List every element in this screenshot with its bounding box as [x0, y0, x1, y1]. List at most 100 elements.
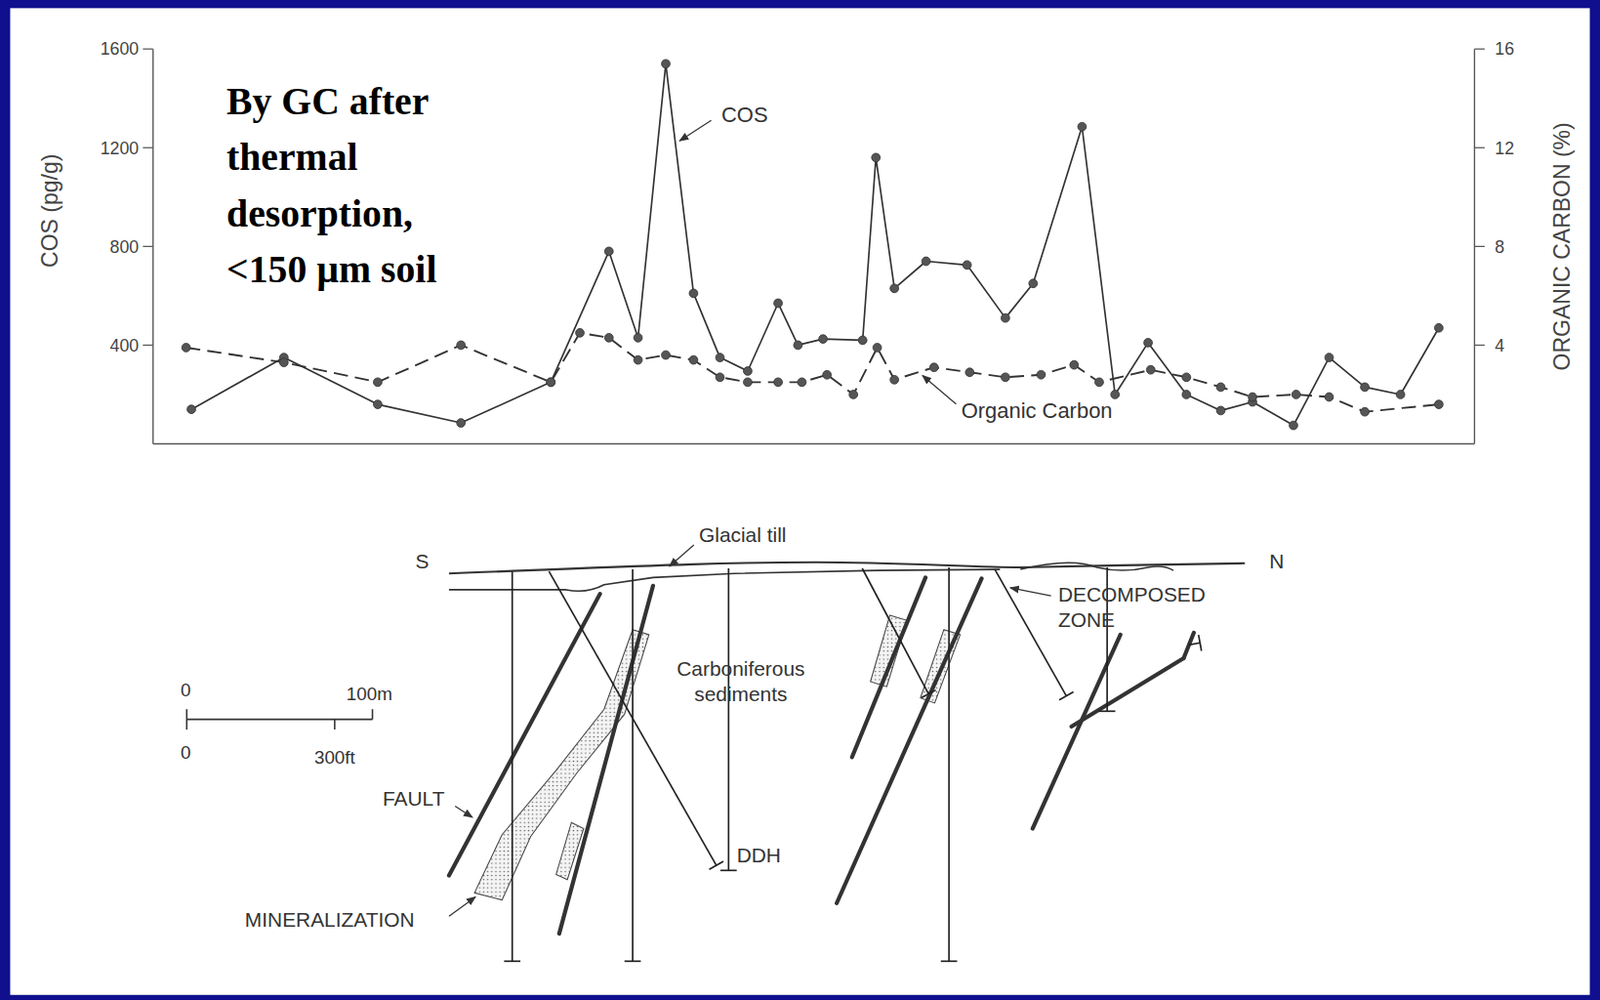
drill-hole-end	[941, 959, 958, 962]
series-point	[456, 340, 466, 350]
section-label-line: ZONE	[1058, 608, 1115, 631]
series-point	[373, 377, 383, 387]
y2-tick-label: 4	[1494, 335, 1505, 356]
series-point	[1434, 323, 1443, 332]
drill-hole-end	[1198, 634, 1202, 651]
section-label: MINERALIZATION	[245, 907, 415, 931]
series-point	[1182, 390, 1191, 400]
y-tick-label: 400	[110, 335, 140, 356]
fault	[449, 593, 601, 875]
label-arrow	[1010, 587, 1052, 596]
series-point	[849, 390, 859, 400]
scale-bar-tick	[371, 708, 374, 719]
series-point	[187, 405, 197, 414]
label-arrow	[669, 544, 695, 567]
series-point	[1069, 360, 1079, 370]
scale-label: 100m	[346, 683, 393, 704]
series-point	[1144, 338, 1153, 348]
series-point	[1395, 390, 1405, 400]
series-point	[1324, 353, 1334, 363]
series-point	[743, 367, 753, 376]
series-point	[1146, 365, 1155, 374]
drill-hole-end	[1099, 709, 1116, 712]
scale-bar	[186, 718, 372, 721]
series-point	[797, 377, 807, 387]
fault	[836, 577, 982, 903]
cross-section	[186, 544, 1245, 961]
drill-hole	[947, 567, 950, 961]
fault	[1071, 657, 1185, 727]
annotation-arrow	[922, 375, 956, 405]
y2-tick	[1474, 246, 1484, 247]
series-point	[819, 334, 828, 344]
series-point	[661, 350, 671, 360]
section-label-line: DECOMPOSED	[1058, 582, 1206, 606]
series-point	[181, 343, 191, 353]
series-point	[1095, 377, 1105, 387]
y2-tick	[1474, 147, 1484, 149]
series-label: Organic Carbon	[961, 398, 1113, 423]
series-point	[1000, 372, 1010, 382]
series-point	[872, 343, 882, 353]
series-point	[822, 369, 832, 379]
y2-tick	[1474, 48, 1484, 50]
series-point	[774, 377, 783, 387]
series-point	[633, 355, 643, 365]
y2-tick-label: 8	[1494, 237, 1505, 257]
plot-data	[181, 59, 1443, 430]
series-point	[793, 340, 803, 350]
section-label: N	[1269, 549, 1284, 573]
label-arrow	[454, 805, 473, 817]
drill-hole-end	[921, 690, 937, 698]
page: 40080012001600481216COS (pg/g)ORGANIC CA…	[0, 0, 1600, 1000]
series-point	[962, 260, 972, 270]
y-tick	[142, 48, 153, 50]
mineralization-zone	[870, 615, 908, 687]
series-point	[871, 153, 881, 163]
series-point	[965, 368, 975, 377]
y-tick-label: 800	[110, 237, 140, 257]
series-point	[546, 377, 556, 387]
series-point	[1182, 372, 1191, 382]
decomposed-zone-line	[1020, 562, 1174, 571]
drill-hole	[1189, 642, 1200, 645]
y2-tick-label: 16	[1494, 39, 1515, 59]
title-line: <150 µm soil	[226, 247, 437, 291]
series-label: COS	[721, 102, 769, 127]
series-point	[743, 377, 753, 387]
drill-hole-end	[709, 861, 725, 869]
series-point	[715, 372, 725, 382]
series-point	[661, 59, 671, 69]
drill-hole-end	[1059, 692, 1074, 700]
series-point	[604, 332, 614, 342]
series-line	[186, 332, 1439, 412]
series-point	[1216, 382, 1226, 392]
panel-background	[9, 7, 1590, 994]
drill-hole	[631, 569, 634, 961]
drill-hole	[548, 571, 716, 865]
y-tick-label: 1600	[100, 39, 140, 59]
series-point	[546, 377, 556, 387]
series-point	[1077, 122, 1087, 131]
drill-hole-end	[624, 959, 642, 962]
series-point	[715, 353, 725, 363]
series-point	[633, 332, 643, 342]
series-point	[575, 328, 585, 337]
y-axis-title: COS (pg/g)	[37, 154, 63, 268]
series-point	[1028, 279, 1038, 288]
y-tick-label: 1200	[100, 138, 140, 159]
series-point	[774, 298, 783, 308]
till-base	[449, 569, 1000, 591]
scale-label: 0	[180, 679, 191, 700]
series-point	[1248, 392, 1258, 402]
section-label: Carboniferoussediments	[676, 656, 805, 705]
drill-hole	[511, 571, 514, 961]
y2-tick-label: 12	[1494, 138, 1515, 159]
series-point	[456, 418, 466, 428]
mineralization-zone	[474, 629, 650, 901]
series-point	[689, 288, 698, 298]
series-point	[1434, 400, 1443, 410]
series-point	[1216, 406, 1226, 415]
series-point	[1291, 390, 1301, 400]
scale-bar-tick	[333, 719, 336, 730]
